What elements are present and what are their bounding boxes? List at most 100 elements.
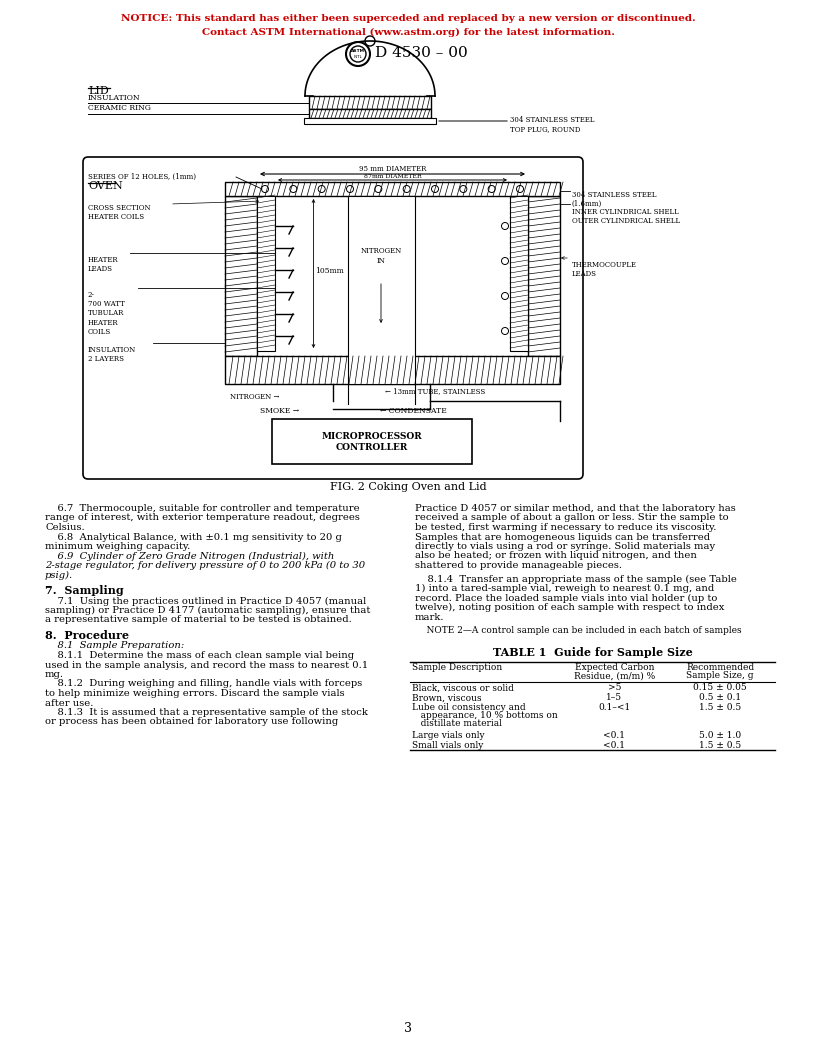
Circle shape xyxy=(502,223,508,229)
Text: 1.5 ± 0.5: 1.5 ± 0.5 xyxy=(699,741,742,751)
Text: appearance, 10 % bottoms on: appearance, 10 % bottoms on xyxy=(412,712,558,720)
Circle shape xyxy=(290,186,297,192)
Text: 105mm: 105mm xyxy=(316,267,344,275)
Text: Recommended: Recommended xyxy=(686,663,754,673)
Text: Small vials only: Small vials only xyxy=(412,741,483,751)
Circle shape xyxy=(502,293,508,300)
Text: SMOKE →: SMOKE → xyxy=(260,407,299,415)
Circle shape xyxy=(517,186,524,192)
Text: 6.7  Thermocouple, suitable for controller and temperature: 6.7 Thermocouple, suitable for controlle… xyxy=(45,504,360,513)
Text: 8.1  Sample Preparation:: 8.1 Sample Preparation: xyxy=(45,641,184,650)
Bar xyxy=(309,96,431,109)
Text: CERAMIC RING: CERAMIC RING xyxy=(88,105,151,113)
Text: minimum weighing capacity.: minimum weighing capacity. xyxy=(45,542,190,551)
Text: OVEN: OVEN xyxy=(88,181,122,191)
Bar xyxy=(225,196,257,356)
Text: CROSS SECTION
HEATER COILS: CROSS SECTION HEATER COILS xyxy=(88,204,151,221)
Text: Lube oil consistency and: Lube oil consistency and xyxy=(412,703,526,713)
Text: received a sample of about a gallon or less. Stir the sample to: received a sample of about a gallon or l… xyxy=(415,513,729,523)
Text: used in the sample analysis, and record the mass to nearest 0.1: used in the sample analysis, and record … xyxy=(45,660,368,670)
Bar xyxy=(257,196,275,351)
Text: mark.: mark. xyxy=(415,612,445,622)
Circle shape xyxy=(403,186,410,192)
Text: 6.9  Cylinder of Zero Grade Nitrogen (Industrial), with: 6.9 Cylinder of Zero Grade Nitrogen (Ind… xyxy=(45,551,335,561)
Circle shape xyxy=(365,36,375,46)
Text: 6.8  Analytical Balance, with ±0.1 mg sensitivity to 20 g: 6.8 Analytical Balance, with ±0.1 mg sen… xyxy=(45,532,342,542)
Text: a representative sample of material to be tested is obtained.: a representative sample of material to b… xyxy=(45,616,352,624)
Text: 8.  Procedure: 8. Procedure xyxy=(45,630,129,641)
Text: Sample Size, g: Sample Size, g xyxy=(686,672,754,680)
Text: INSULATION
2 LAYERS: INSULATION 2 LAYERS xyxy=(88,346,136,363)
Text: NITROGEN →: NITROGEN → xyxy=(230,393,279,401)
Text: ← 13mm TUBE, STAINLESS: ← 13mm TUBE, STAINLESS xyxy=(385,386,486,395)
Text: 1.5 ± 0.5: 1.5 ± 0.5 xyxy=(699,703,742,713)
Text: directly to vials using a rod or syringe. Solid materials may: directly to vials using a rod or syringe… xyxy=(415,542,715,551)
Text: 8.1.2  During weighing and filling, handle vials with forceps: 8.1.2 During weighing and filling, handl… xyxy=(45,679,362,689)
Text: 304 STAINLESS STEEL
(1.6mm): 304 STAINLESS STEEL (1.6mm) xyxy=(572,191,657,208)
Text: Samples that are homogeneous liquids can be transferred: Samples that are homogeneous liquids can… xyxy=(415,532,710,542)
Text: FIG. 2 Coking Oven and Lid: FIG. 2 Coking Oven and Lid xyxy=(330,482,486,492)
Text: sampling) or Practice D 4177 (automatic sampling), ensure that: sampling) or Practice D 4177 (automatic … xyxy=(45,606,370,616)
Circle shape xyxy=(502,258,508,264)
Text: INTL: INTL xyxy=(353,55,362,59)
Circle shape xyxy=(488,186,495,192)
Text: MICROPROCESSOR
CONTROLLER: MICROPROCESSOR CONTROLLER xyxy=(322,432,423,452)
Circle shape xyxy=(347,186,353,192)
Bar xyxy=(510,196,528,351)
Text: 8.1.4  Transfer an appropriate mass of the sample (see Table: 8.1.4 Transfer an appropriate mass of th… xyxy=(415,574,737,584)
Text: 0.5 ± 0.1: 0.5 ± 0.1 xyxy=(699,694,741,702)
Text: Expected Carbon: Expected Carbon xyxy=(574,663,654,673)
Text: Celsius.: Celsius. xyxy=(45,523,85,532)
Circle shape xyxy=(261,186,268,192)
Text: 0.15 ± 0.05: 0.15 ± 0.05 xyxy=(694,683,747,693)
Text: 2-
700 WATT
TUBULAR
HEATER
COILS: 2- 700 WATT TUBULAR HEATER COILS xyxy=(88,291,125,336)
Bar xyxy=(348,196,415,384)
Text: after use.: after use. xyxy=(45,698,93,708)
Bar xyxy=(225,182,560,196)
Text: Residue, (m/m) %: Residue, (m/m) % xyxy=(574,672,655,680)
Text: 87mm DIAMETER: 87mm DIAMETER xyxy=(364,174,421,180)
Text: 1) into a tared-sample vial, reweigh to nearest 0.1 mg, and: 1) into a tared-sample vial, reweigh to … xyxy=(415,584,714,593)
Text: <0.1: <0.1 xyxy=(603,741,625,751)
Text: >5: >5 xyxy=(608,683,621,693)
Text: to help minimize weighing errors. Discard the sample vials: to help minimize weighing errors. Discar… xyxy=(45,689,344,698)
Text: 304 STAINLESS STEEL
TOP PLUG, ROUND: 304 STAINLESS STEEL TOP PLUG, ROUND xyxy=(510,116,595,133)
Text: THERMOCOUPLE
LEADS: THERMOCOUPLE LEADS xyxy=(572,261,637,278)
Text: INSULATION: INSULATION xyxy=(88,94,140,101)
Text: Contact ASTM International (www.astm.org) for the latest information.: Contact ASTM International (www.astm.org… xyxy=(202,29,614,37)
Text: psig).: psig). xyxy=(45,570,73,580)
Text: <0.1: <0.1 xyxy=(603,732,625,740)
Circle shape xyxy=(460,186,467,192)
Bar xyxy=(309,109,431,118)
Text: D 4530 – 00: D 4530 – 00 xyxy=(375,46,468,60)
Text: also be heated; or frozen with liquid nitrogen, and then: also be heated; or frozen with liquid ni… xyxy=(415,551,697,561)
Text: shattered to provide manageable pieces.: shattered to provide manageable pieces. xyxy=(415,561,622,570)
Text: be tested, first warming if necessary to reduce its viscosity.: be tested, first warming if necessary to… xyxy=(415,523,716,532)
Text: distillate material: distillate material xyxy=(412,719,502,729)
Text: 5.0 ± 1.0: 5.0 ± 1.0 xyxy=(699,732,741,740)
Text: NOTE 2—A control sample can be included in each batch of samples: NOTE 2—A control sample can be included … xyxy=(415,626,742,635)
Text: 7.1  Using the practices outlined in Practice D 4057 (manual: 7.1 Using the practices outlined in Prac… xyxy=(45,597,366,606)
Text: ← CONDENSATE: ← CONDENSATE xyxy=(380,407,446,415)
Bar xyxy=(304,118,436,124)
Text: 3: 3 xyxy=(404,1021,412,1035)
Circle shape xyxy=(502,327,508,335)
Text: NOTICE: This standard has either been superceded and replaced by a new version o: NOTICE: This standard has either been su… xyxy=(121,14,695,23)
Text: TABLE 1  Guide for Sample Size: TABLE 1 Guide for Sample Size xyxy=(493,647,692,659)
Text: range of interest, with exterior temperature readout, degrees: range of interest, with exterior tempera… xyxy=(45,513,360,523)
Text: Practice D 4057 or similar method, and that the laboratory has: Practice D 4057 or similar method, and t… xyxy=(415,504,736,513)
Text: 0.1–<1: 0.1–<1 xyxy=(598,703,631,713)
Text: 95 mm DIAMETER: 95 mm DIAMETER xyxy=(359,165,426,173)
Text: or process has been obtained for laboratory use following: or process has been obtained for laborat… xyxy=(45,717,339,727)
Text: Brown, viscous: Brown, viscous xyxy=(412,694,481,702)
Text: record. Place the loaded sample vials into vial holder (up to: record. Place the loaded sample vials in… xyxy=(415,593,717,603)
Text: ASTM: ASTM xyxy=(351,49,365,53)
Text: HEATER
LEADS: HEATER LEADS xyxy=(88,256,118,274)
Circle shape xyxy=(375,186,382,192)
Circle shape xyxy=(318,186,325,192)
Bar xyxy=(528,196,560,356)
Text: Large vials only: Large vials only xyxy=(412,732,485,740)
Text: LID: LID xyxy=(88,86,109,96)
Text: SERIES OF 12 HOLES, (1mm): SERIES OF 12 HOLES, (1mm) xyxy=(88,173,196,181)
Text: mg.: mg. xyxy=(45,670,64,679)
